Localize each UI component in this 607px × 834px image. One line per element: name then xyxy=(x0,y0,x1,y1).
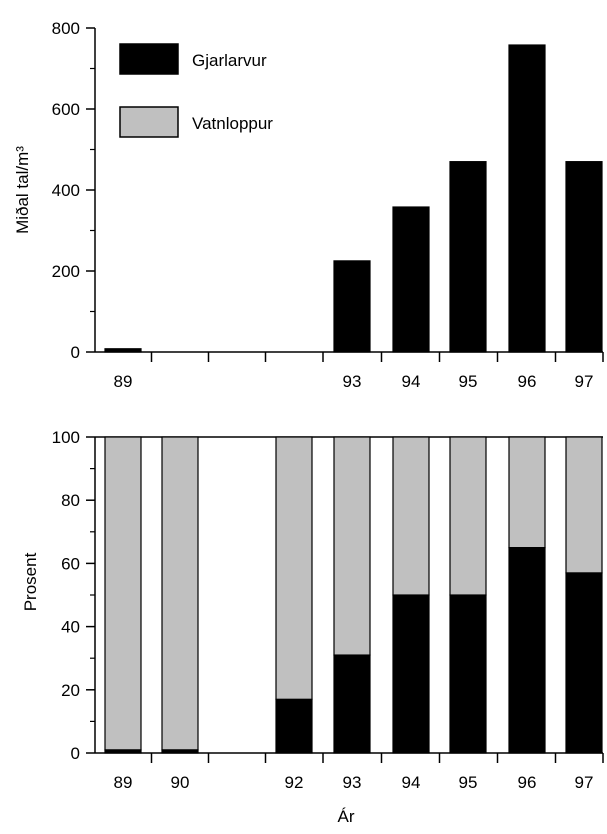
bar-gjarlarvur-96 xyxy=(508,546,546,754)
bar-gjarlarvur-92 xyxy=(275,698,313,754)
x-tick-label: 89 xyxy=(114,773,133,792)
bottom-bars xyxy=(104,436,603,754)
x-tick-label: 94 xyxy=(402,372,421,391)
y-tick-label: 600 xyxy=(52,100,80,119)
x-tick-label: 97 xyxy=(575,773,594,792)
bar-vatnloppur-93 xyxy=(333,436,371,656)
y-tick-label: 0 xyxy=(71,744,80,763)
bottom-x-axis-title: Ár xyxy=(338,807,355,826)
bar-gjarlarvur-95 xyxy=(449,594,487,754)
y-tick-label: 80 xyxy=(61,491,80,510)
y-tick-label: 60 xyxy=(61,554,80,573)
bar-vatnloppur-89 xyxy=(104,436,142,751)
bar-gjarlarvur-93 xyxy=(333,654,371,754)
top-tick-labels: 0 200 400 600 800 89 93 94 95 96 97 xyxy=(52,19,594,391)
bar-gjarlarvur-94 xyxy=(392,206,430,353)
bar-vatnloppur-92 xyxy=(275,436,313,700)
legend-swatch-gjarlarvur xyxy=(119,43,179,75)
x-tick-label: 95 xyxy=(459,773,478,792)
x-tick-label: 95 xyxy=(459,372,478,391)
y-tick-label: 0 xyxy=(71,343,80,362)
x-tick-label: 96 xyxy=(518,372,537,391)
bottom-tick-labels: 0 20 40 60 80 100 89 90 92 93 94 95 96 97 xyxy=(52,428,594,792)
legend-swatch-vatnloppur xyxy=(119,106,179,138)
x-tick-label: 96 xyxy=(518,773,537,792)
y-tick-label: 100 xyxy=(52,428,80,447)
bar-gjarlarvur-97 xyxy=(565,572,603,754)
bar-vatnloppur-94 xyxy=(392,436,430,596)
bar-vatnloppur-96 xyxy=(508,436,546,549)
y-tick-label: 40 xyxy=(61,618,80,637)
bottom-y-axis-title: Prosent xyxy=(21,552,40,611)
top-bars xyxy=(104,44,603,353)
x-tick-label: 92 xyxy=(285,773,304,792)
top-legend: Gjarlarvur Vatnloppur xyxy=(119,43,273,138)
bar-vatnloppur-95 xyxy=(449,436,487,596)
top-y-axis-title: Miðal tal/m³ xyxy=(13,146,32,234)
x-tick-label: 89 xyxy=(114,372,133,391)
y-tick-label: 20 xyxy=(61,681,80,700)
bar-vatnloppur-97 xyxy=(565,436,603,574)
x-tick-label: 93 xyxy=(343,372,362,391)
x-tick-label: 93 xyxy=(343,773,362,792)
bar-gjarlarvur-89 xyxy=(104,348,142,353)
y-tick-label: 400 xyxy=(52,181,80,200)
bar-gjarlarvur-97 xyxy=(565,161,603,353)
legend-label-gjarlarvur: Gjarlarvur xyxy=(192,51,267,70)
bottom-chart: 0 20 40 60 80 100 89 90 92 93 94 95 96 97 Prosent Ár xyxy=(21,428,604,826)
y-tick-label: 200 xyxy=(52,262,80,281)
bar-gjarlarvur-93 xyxy=(333,260,371,353)
x-tick-label: 97 xyxy=(575,372,594,391)
y-tick-label: 800 xyxy=(52,19,80,38)
x-tick-label: 94 xyxy=(402,773,421,792)
x-tick-label: 90 xyxy=(171,773,190,792)
bar-vatnloppur-90 xyxy=(161,436,199,751)
bar-gjarlarvur-96 xyxy=(508,44,546,353)
bar-gjarlarvur-94 xyxy=(392,594,430,754)
bar-gjarlarvur-95 xyxy=(449,161,487,353)
top-chart: 0 200 400 600 800 89 93 94 95 96 97 Gjarlarvur Vat… xyxy=(13,19,604,391)
legend-label-vatnloppur: Vatnloppur xyxy=(192,114,273,133)
